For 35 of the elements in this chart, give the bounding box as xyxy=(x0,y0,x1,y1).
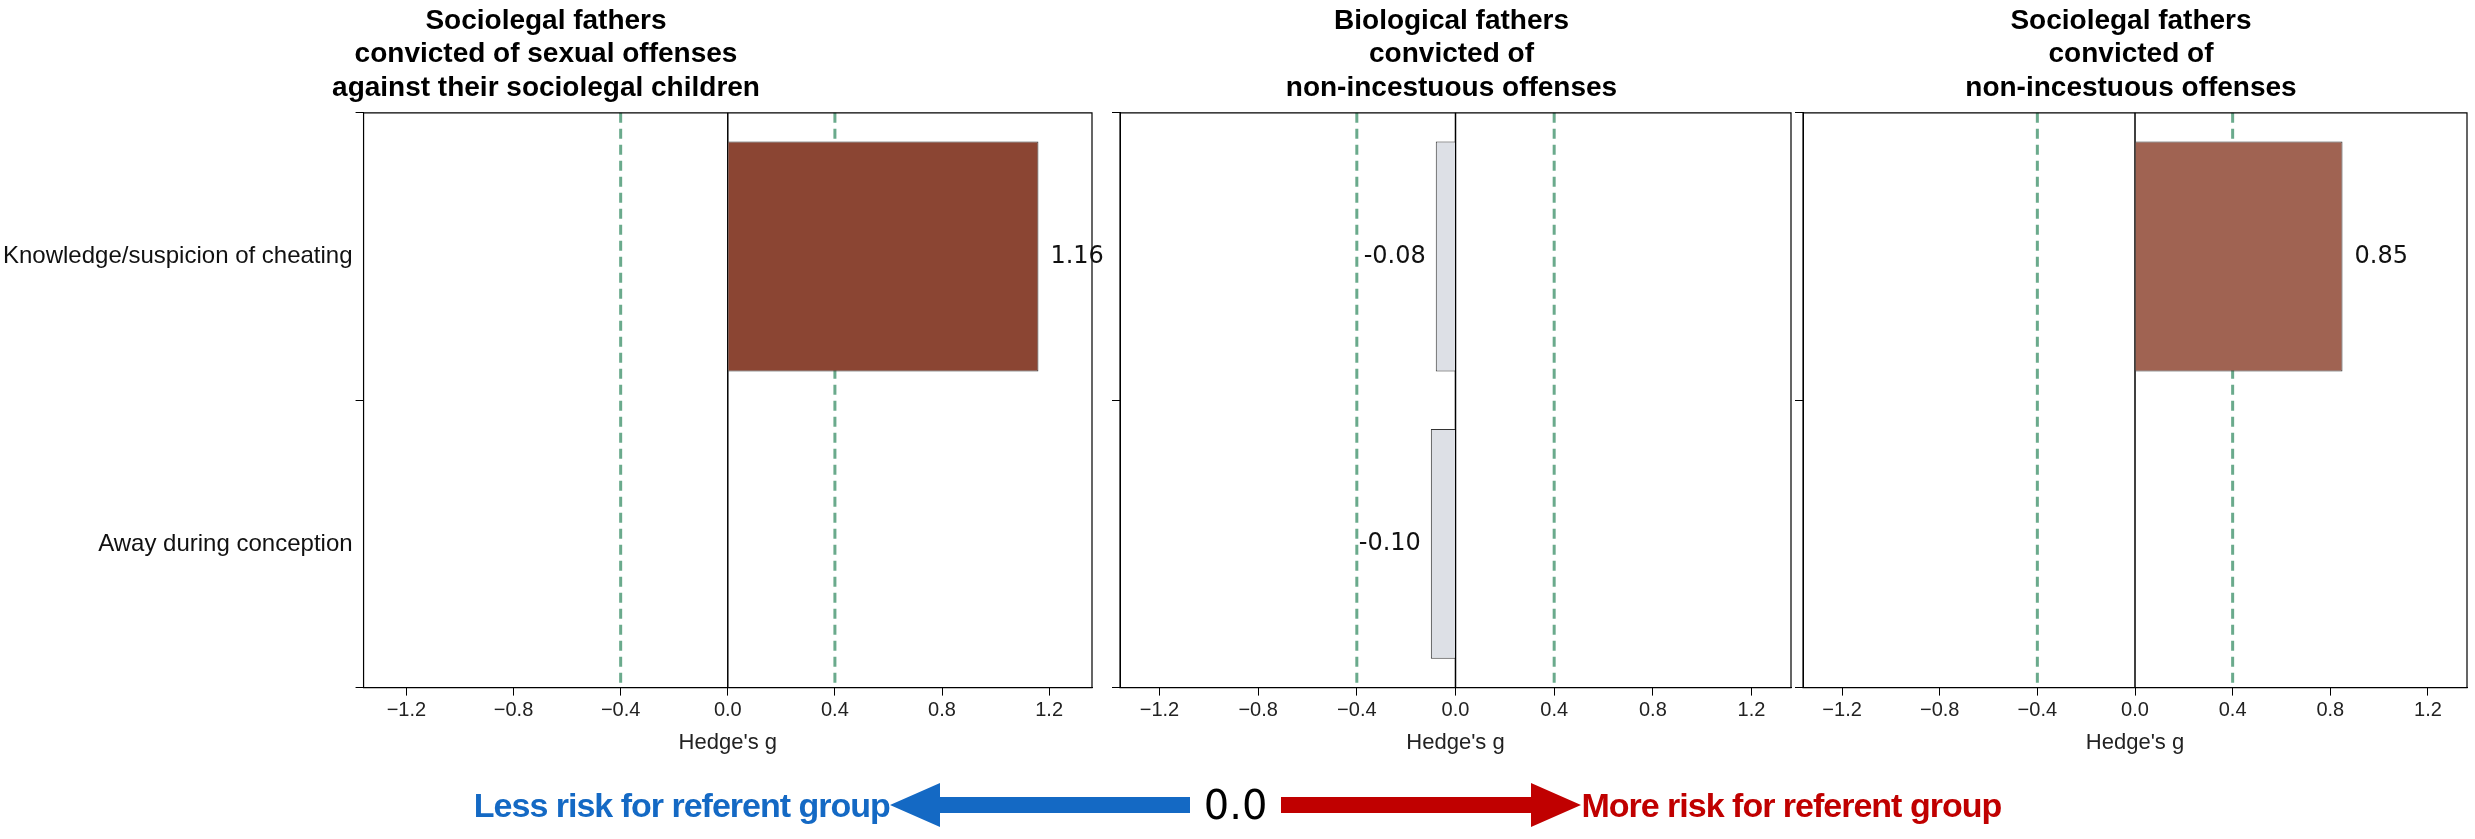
x-tick-label: −1.2 xyxy=(1822,698,1862,721)
x-axis-title: Hedge's g xyxy=(2085,728,2185,754)
x-tick-label: 0.4 xyxy=(1540,698,1569,721)
x-axis-title: Hedge's g xyxy=(1406,728,1505,754)
data-label: -0.10 xyxy=(1358,528,1421,557)
x-tick-label: −0.4 xyxy=(2017,698,2058,721)
x-tick-label: 0.8 xyxy=(1638,698,1667,721)
chart-title: Sociolegal fathers convicted of non-incestuous offenses xyxy=(1965,3,2297,102)
y-tick-label: Knowledge/suspicion of cheating xyxy=(2,241,353,269)
text: Less risk for referent group xyxy=(473,785,890,825)
x-tick-label: 0.8 xyxy=(2316,698,2345,721)
x-tick-label: −1.2 xyxy=(1139,698,1180,721)
x-tick-label: 0.4 xyxy=(2218,698,2247,721)
x-tick-label: 1.2 xyxy=(1737,698,1766,721)
x-tick-label: 0.0 xyxy=(2121,698,2149,721)
text: More risk for referent group xyxy=(1581,785,2002,825)
x-axis-title: Hedge's g xyxy=(678,728,777,754)
data-label: -0.08 xyxy=(1363,240,1426,269)
x-tick-label: −1.2 xyxy=(386,698,427,721)
chart-title: Sociolegal fathers convicted of sexual offenses against their sociolegal children xyxy=(332,3,760,102)
y-tick-label: Away during conception xyxy=(98,528,353,556)
x-tick-label: −0.8 xyxy=(493,698,534,721)
x-tick-label: −0.4 xyxy=(600,698,641,721)
text: 0.0 xyxy=(1203,782,1268,828)
x-tick-label: 1.2 xyxy=(2414,698,2442,721)
x-tick-label: 0.4 xyxy=(821,698,849,721)
x-tick-label: 0.0 xyxy=(1441,698,1470,721)
x-tick-label: 0.8 xyxy=(928,698,956,721)
data-label: 0.85 xyxy=(2354,240,2408,269)
x-tick-label: 1.2 xyxy=(1035,698,1064,721)
x-tick-label: −0.8 xyxy=(1919,698,1960,721)
x-tick-label: −0.4 xyxy=(1337,698,1377,721)
x-tick-label: 0.0 xyxy=(713,698,742,721)
chart-title: Biological fathers convicted of non-incestuous offenses xyxy=(1285,3,1618,102)
x-tick-label: −0.8 xyxy=(1238,698,1278,721)
